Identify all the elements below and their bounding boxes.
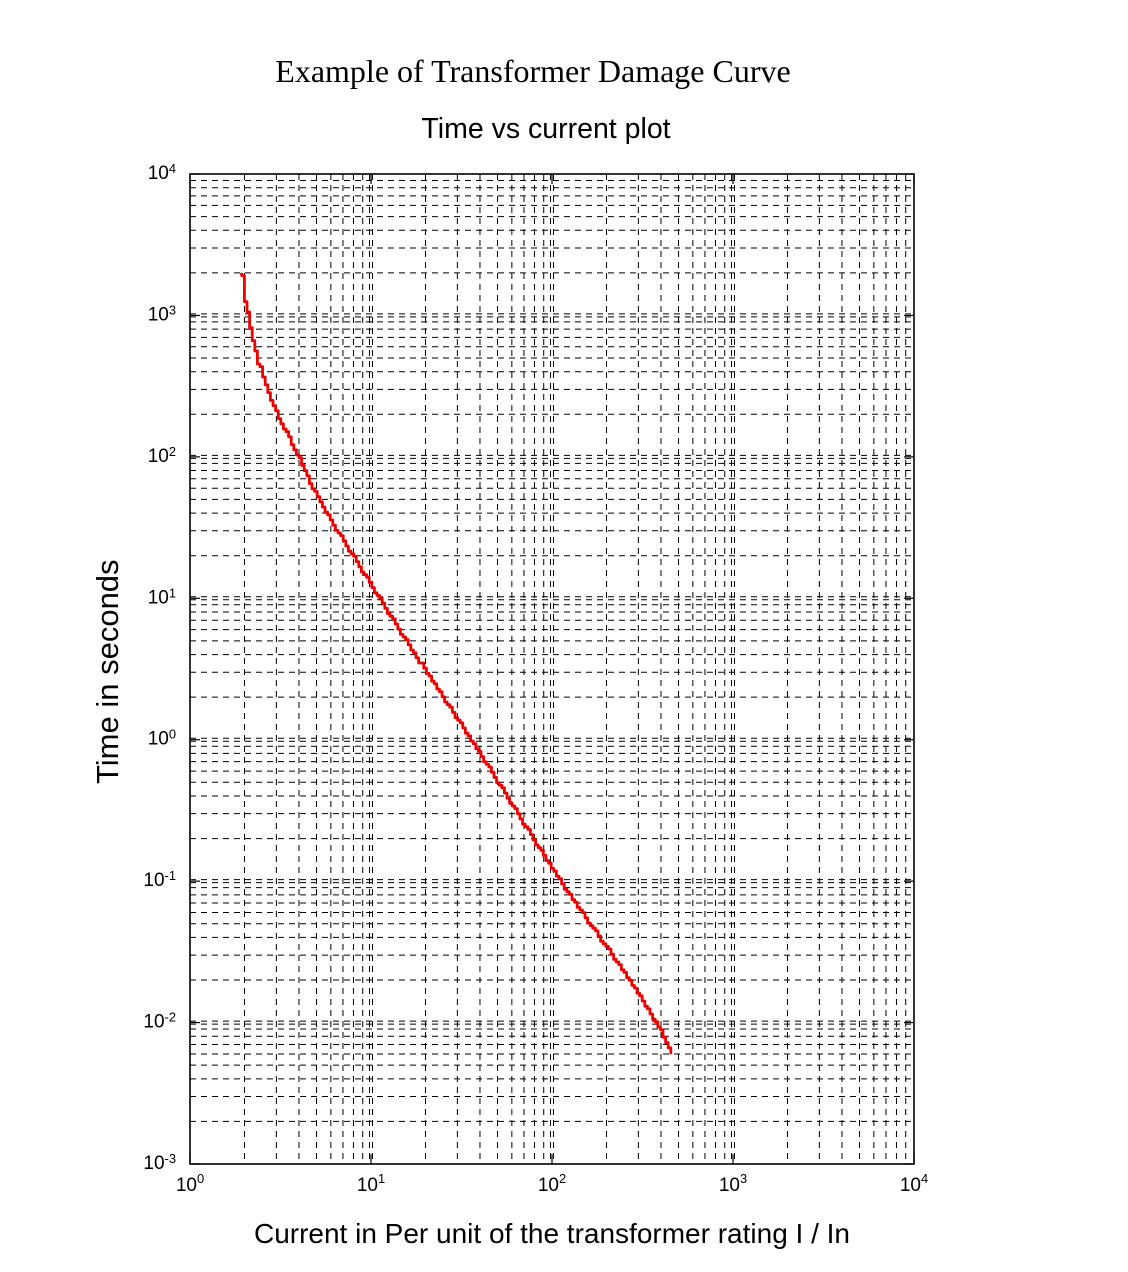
svg-text:100: 100: [148, 727, 176, 750]
svg-text:102: 102: [538, 1171, 566, 1196]
svg-text:104: 104: [900, 1171, 928, 1196]
svg-text:10-2: 10-2: [143, 1009, 176, 1032]
svg-text:103: 103: [719, 1171, 747, 1196]
svg-text:102: 102: [148, 444, 176, 467]
svg-text:101: 101: [148, 585, 176, 608]
svg-text:103: 103: [148, 302, 176, 325]
svg-text:101: 101: [357, 1171, 385, 1196]
svg-text:10-3: 10-3: [143, 1151, 176, 1174]
svg-text:100: 100: [176, 1171, 204, 1196]
svg-text:104: 104: [148, 161, 176, 184]
svg-text:10-1: 10-1: [143, 868, 176, 891]
